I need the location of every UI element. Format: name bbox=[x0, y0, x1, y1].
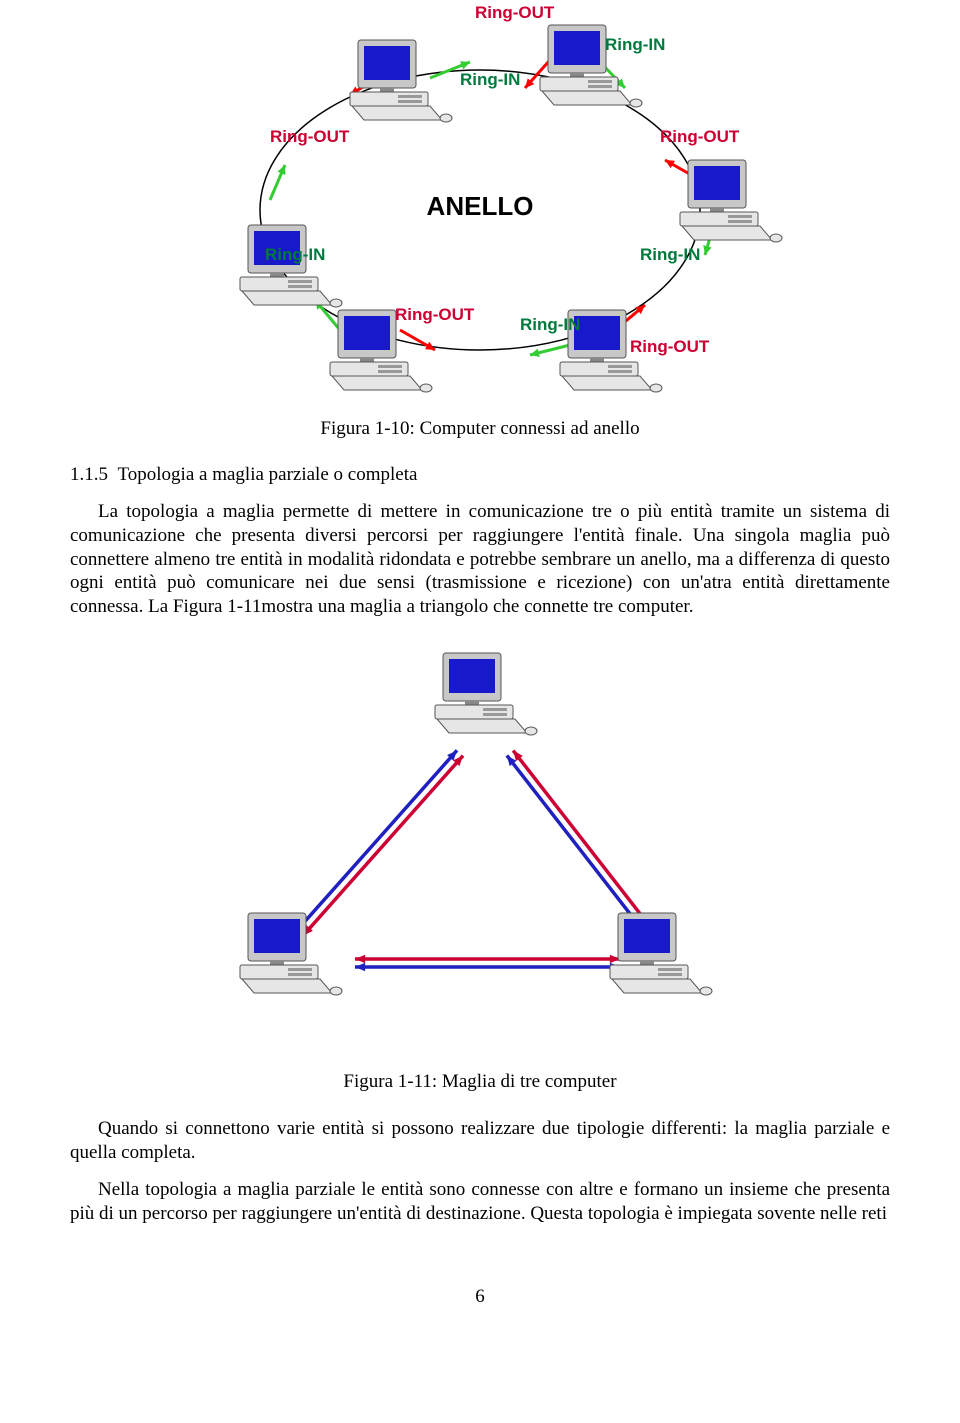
section-title: Topologia a maglia parziale o completa bbox=[118, 464, 418, 485]
paragraph-2: Quando si connettono varie entità si pos… bbox=[70, 1117, 890, 1165]
paragraph-3: Nella topologia a maglia parziale le ent… bbox=[70, 1178, 890, 1226]
arrow bbox=[400, 330, 435, 350]
page: ANELLO Ring-OUT Ring-IN Ring-IN Ring-OUT Ring… bbox=[0, 0, 960, 1348]
figure-ring-diagram: ANELLO Ring-OUT Ring-IN Ring-IN Ring-OUT Ring… bbox=[170, 0, 790, 400]
label-ring-in: Ring-IN bbox=[520, 315, 580, 334]
label-ring-out: Ring-OUT bbox=[395, 305, 475, 324]
computer-icon bbox=[610, 913, 712, 995]
label-ring-in: Ring-IN bbox=[605, 35, 665, 54]
figure-mesh-diagram bbox=[180, 633, 780, 1053]
diagram-title: ANELLO bbox=[427, 191, 534, 221]
figure-2-caption: Figura 1-11: Maglia di tre computer bbox=[70, 1071, 890, 1093]
section-heading: 1.1.5 Topologia a maglia parziale o comp… bbox=[70, 464, 890, 486]
page-number: 6 bbox=[70, 1286, 890, 1308]
mesh-link bbox=[297, 750, 463, 935]
computer-icon bbox=[435, 653, 537, 735]
computer-icon bbox=[240, 913, 342, 995]
arrow bbox=[270, 165, 285, 200]
computer-icon bbox=[240, 225, 342, 307]
label-ring-in: Ring-IN bbox=[265, 245, 325, 264]
label-ring-out: Ring-OUT bbox=[630, 337, 710, 356]
label-ring-out: Ring-OUT bbox=[660, 127, 740, 146]
paragraph-1: La topologia a maglia permette di metter… bbox=[70, 500, 890, 619]
label-ring-in: Ring-IN bbox=[640, 245, 700, 264]
label-ring-out: Ring-OUT bbox=[475, 3, 555, 22]
label-ring-out: Ring-OUT bbox=[270, 127, 350, 146]
label-ring-in: Ring-IN bbox=[460, 70, 520, 89]
computer-icon bbox=[680, 160, 782, 242]
mesh-link bbox=[355, 954, 620, 971]
arrow bbox=[530, 345, 570, 357]
section-number: 1.1.5 bbox=[70, 464, 108, 485]
computer-icon bbox=[350, 40, 452, 122]
figure-1-caption: Figura 1-10: Computer connessi ad anello bbox=[70, 418, 890, 440]
mesh-link bbox=[507, 750, 653, 935]
